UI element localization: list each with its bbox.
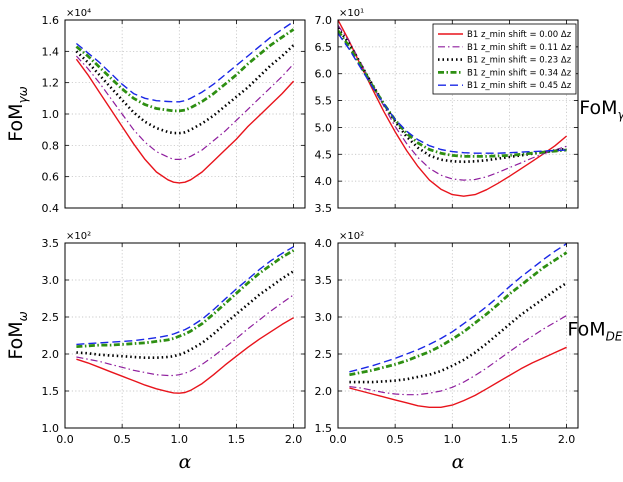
series-line-3: [349, 251, 568, 377]
y-tick-label: 2.0: [315, 385, 333, 398]
x-tick-label: 0.5: [386, 433, 404, 446]
y-tick-label: 1.5: [315, 422, 333, 435]
series-line-3: [75, 28, 295, 113]
panel-top-left: 0.4 0.6 0.8 1.0 1.2 1.4 1.6 ×10⁴ FoMγω: [5, 8, 306, 215]
axis-scale-label: ×10⁴: [66, 8, 91, 19]
x-tick-label: 1.5: [228, 433, 246, 446]
series-line-4: [75, 21, 294, 103]
y-axis-label: FoMγω: [5, 86, 30, 141]
y-tick-label: 3.0: [315, 311, 333, 324]
y-tick-label: 6.0: [315, 68, 333, 81]
y-tick-label: 5.5: [315, 95, 333, 108]
legend-entry: B1 z_min shift = 0.23 Δz: [467, 56, 572, 66]
axes-frame: [64, 242, 306, 429]
x-tick-label: 1.0: [444, 433, 462, 446]
x-axis-label: α: [179, 451, 192, 473]
y-tick-label: 3.0: [42, 274, 60, 287]
series-line-4: [349, 243, 567, 373]
y-tick-label: 3.5: [315, 274, 333, 287]
legend-entry: B1 z_min shift = 0.11 Δz: [467, 43, 572, 53]
series-line-0: [76, 317, 294, 394]
y-tick-label: 1.0: [42, 108, 60, 121]
legend-entry: B1 z_min shift = 0.45 Δz: [467, 81, 572, 91]
x-tick-label: 1.5: [501, 433, 519, 446]
series-line-1: [76, 294, 294, 377]
legend-entry: B1 z_min shift = 0.00 Δz: [467, 30, 572, 40]
y-tick-label: 2.5: [315, 348, 333, 361]
y-tick-label: 4.0: [315, 237, 333, 250]
y-tick-label: 1.5: [42, 385, 60, 398]
series-group: [349, 243, 568, 408]
y-axis-label: FoMω: [5, 311, 30, 359]
x-axis-label: α: [452, 451, 465, 473]
y-tick-label: 4.0: [315, 175, 333, 188]
axis-scale-label: ×10¹: [339, 8, 364, 19]
y-tick-label: 6.5: [315, 41, 333, 54]
series-line-4: [76, 246, 294, 346]
x-tick-label: 0.0: [329, 433, 347, 446]
panel-top-right: 3.54.04.55.05.56.06.57.0×10¹FoMγB1 z_min…: [315, 8, 623, 215]
x-tick-label: 1.0: [171, 433, 189, 446]
x-tick-label: 0.0: [56, 433, 74, 446]
y-tick-label: 5.0: [315, 121, 333, 134]
series-line-0: [349, 346, 567, 408]
series-line-4: [338, 32, 567, 154]
series-group: [76, 246, 295, 394]
y-tick-label: 0.6: [42, 171, 60, 184]
y-axis-label: FoMγ: [579, 97, 623, 122]
series-line-2: [349, 281, 568, 384]
axes-frame: [337, 242, 579, 429]
x-tick-label: 2.0: [285, 433, 303, 446]
series-group: [338, 20, 568, 197]
panel-bottom-left: 1.0 1.5 2.0 2.5 3.0 3.5 0.0 0.5 1.0 1.5 2.0 ×10² FoM…: [5, 231, 306, 473]
y-tick-label: 0.8: [42, 139, 60, 152]
x-tick-label: 0.5: [113, 433, 131, 446]
x-tick-label: 2.0: [558, 433, 576, 446]
y-tick-label: 2.0: [42, 348, 60, 361]
axes-frame: [337, 19, 579, 209]
series-line-0: [338, 20, 568, 197]
axis-scale-label: ×10²: [339, 231, 364, 242]
axis-scale-label: ×10²: [66, 231, 91, 242]
series-line-1: [75, 55, 295, 160]
series-line-0: [75, 58, 295, 184]
y-tick-label: 3.5: [42, 237, 60, 250]
series-line-2: [75, 44, 295, 135]
y-tick-label: 1.4: [42, 45, 60, 58]
y-tick-label: 2.5: [42, 311, 60, 324]
legend-entry: B1 z_min shift = 0.34 Δz: [467, 68, 572, 78]
y-tick-label: 4.5: [315, 148, 333, 161]
y-tick-label: 7.0: [315, 14, 333, 27]
panel-bottom-right: 1.5 2.0 2.5 3.0 3.5 4.0 0.0 0.5 1.0 1.5 2.0 ×10² FoM…: [315, 231, 623, 473]
y-tick-label: 1.2: [42, 77, 60, 90]
series-line-3: [76, 249, 295, 348]
y-tick-label: 1.0: [42, 422, 60, 435]
y-axis-label: FoMDETF: [567, 319, 623, 344]
y-tick-label: 1.6: [42, 14, 60, 27]
y-tick-label: 0.4: [42, 202, 60, 215]
series-line-3: [338, 29, 567, 158]
legend: B1 z_min shift = 0.00 Δz B1 z_min shift =…: [432, 23, 577, 95]
y-tick-label: 3.5: [315, 202, 333, 215]
series-group: [75, 21, 295, 184]
